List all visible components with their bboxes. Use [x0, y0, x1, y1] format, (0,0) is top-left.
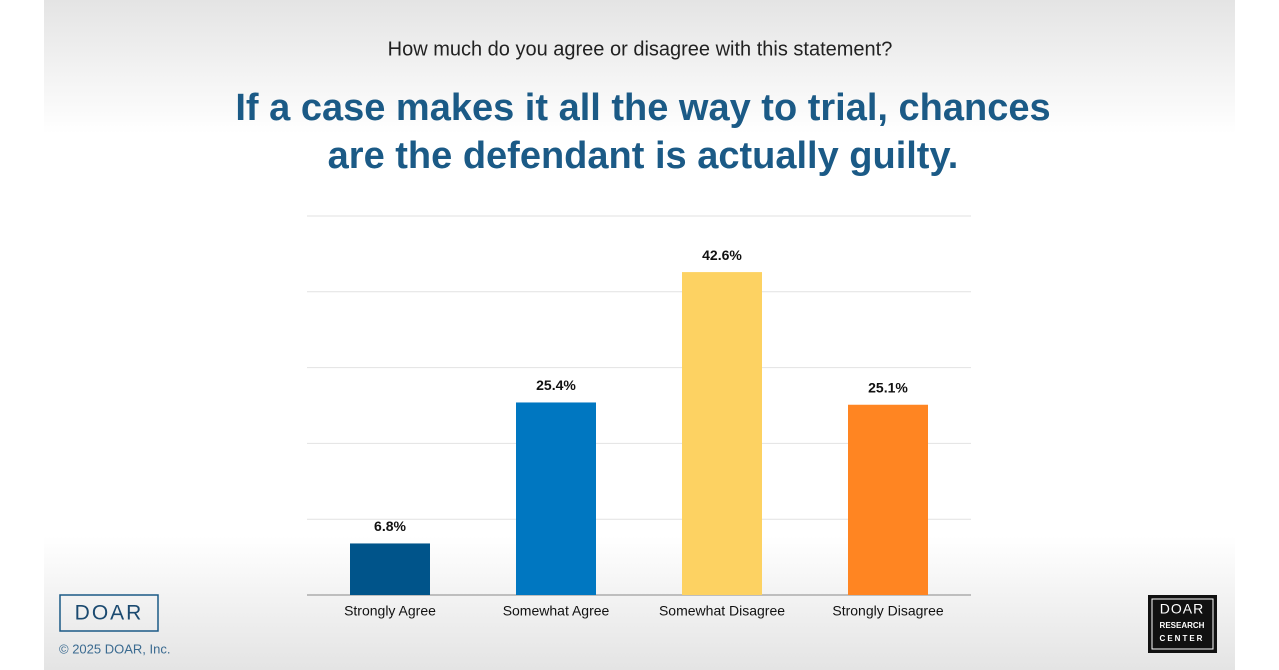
data-label: 42.6% [702, 247, 742, 263]
brand-logo: DOAR [75, 602, 144, 625]
badge-text: DOAR [1160, 601, 1204, 617]
x-tick-label: Somewhat Disagree [659, 603, 785, 619]
data-label: 25.1% [868, 379, 908, 395]
panel-background [44, 0, 1235, 670]
badge-frame [1148, 595, 1217, 653]
chart-title: are the defendant is actually guilty. [328, 135, 959, 177]
bar [350, 543, 430, 595]
x-tick-label: Strongly Agree [344, 603, 436, 619]
badge-text: RESEARCH [1160, 621, 1205, 630]
bar [848, 404, 928, 595]
data-label: 6.8% [374, 518, 406, 534]
x-tick-label: Somewhat Agree [503, 603, 610, 619]
copyright: © 2025 DOAR, Inc. [59, 641, 170, 656]
bar [516, 402, 596, 595]
bar [682, 272, 762, 595]
badge-border [1151, 598, 1214, 650]
data-label: 25.4% [536, 377, 576, 393]
badge-text: CENTER [1160, 634, 1205, 643]
brand-logo-frame [59, 594, 159, 632]
chart-subtitle: How much do you agree or disagree with t… [388, 38, 893, 60]
chart-title: If a case makes it all the way to trial,… [235, 87, 1050, 129]
x-tick-label: Strongly Disagree [832, 603, 943, 619]
